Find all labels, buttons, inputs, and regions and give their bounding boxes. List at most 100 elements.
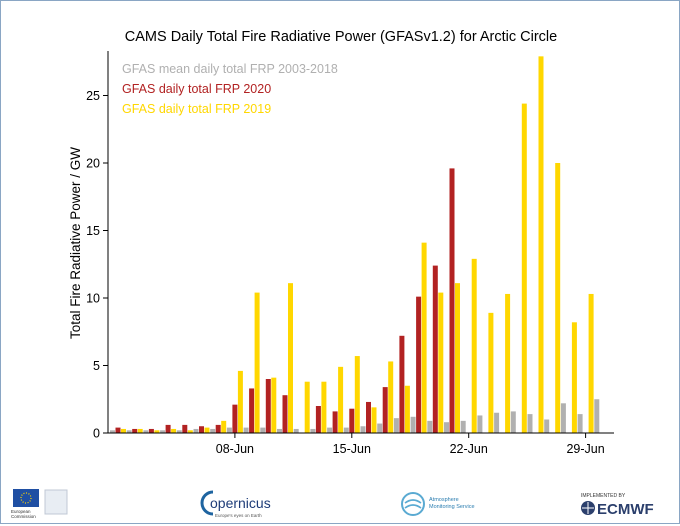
bar-2020-day-5 — [182, 424, 188, 433]
ecmwf-logo: IMPLEMENTED BY ECMWF — [579, 489, 669, 519]
bar-2019-day-28 — [571, 322, 577, 433]
bar-mean-day-10 — [260, 427, 266, 433]
eu-logo-text-1: European — [11, 509, 31, 514]
bar-mean-day-7 — [210, 428, 216, 433]
bar-mean-day-5 — [176, 430, 182, 433]
bar-mean-day-16 — [360, 426, 366, 433]
bar-2019-day-29 — [588, 293, 594, 433]
bar-mean-day-4 — [160, 430, 166, 433]
bar-2019-day-22 — [471, 258, 477, 433]
bar-mean-day-27 — [544, 419, 550, 433]
bar-2020-day-2 — [132, 428, 138, 433]
bar-2020-day-6 — [199, 426, 204, 433]
bar-mean-day-23 — [477, 415, 483, 433]
bar-2019-day-18 — [404, 385, 410, 433]
bar-2019-day-2 — [137, 428, 143, 433]
bar-2019-day-26 — [538, 56, 544, 433]
bar-mean-day-9 — [243, 427, 249, 433]
bar-2019-day-7 — [221, 420, 227, 433]
x-tick-label-22-Jun: 22-Jun — [450, 442, 488, 456]
legend: GFAS mean daily total FRP 2003-2018 GFAS … — [122, 62, 338, 116]
bar-2019-day-21 — [455, 283, 460, 433]
bar-2019-day-19 — [421, 242, 427, 433]
bar-2019-day-17 — [388, 361, 394, 433]
bar-2019-day-5 — [187, 430, 193, 433]
bar-2019-day-27 — [555, 163, 561, 433]
bar-mean-day-1 — [110, 430, 115, 433]
bar-2019-day-3 — [154, 430, 160, 433]
bar-2020-day-16 — [366, 401, 371, 433]
bar-2019-day-1 — [121, 428, 126, 433]
bar-2020-day-10 — [265, 379, 271, 433]
bar-mean-day-8 — [226, 427, 232, 433]
bar-mean-day-17 — [377, 423, 383, 433]
x-tick-label-15-Jun: 15-Jun — [333, 442, 371, 456]
chart-title: CAMS Daily Total Fire Radiative Power (G… — [125, 29, 557, 45]
bar-mean-day-30 — [594, 399, 600, 433]
bar-2020-day-7 — [215, 424, 221, 433]
copernicus-name: opernicus — [210, 495, 271, 511]
bar-2019-day-10 — [271, 377, 277, 433]
legend-entry-2: GFAS daily total FRP 2019 — [122, 102, 271, 116]
bar-mean-day-25 — [510, 411, 516, 433]
bar-mean-day-12 — [293, 428, 299, 433]
bar-2019-day-16 — [371, 407, 377, 433]
x-tick-label-08-Jun: 08-Jun — [216, 442, 254, 456]
bar-mean-day-2 — [126, 430, 132, 433]
axes: 0 5 10 15 20 25 08-Jun 15-Jun 22-Jun 29-Jun — [86, 51, 614, 456]
bar-2019-day-11 — [288, 283, 293, 433]
bar-2020-day-21 — [449, 168, 455, 433]
y-tick-label-5: 5 — [93, 359, 100, 373]
y-tick-label-10: 10 — [86, 292, 100, 306]
bar-mean-day-28 — [560, 403, 566, 433]
bar-2020-day-19 — [416, 296, 422, 433]
ecmwf-implemented-by: IMPLEMENTED BY — [581, 493, 626, 499]
copernicus-logo: opernicus Europe's eyes on Earth — [199, 489, 299, 519]
bar-2019-day-14 — [338, 366, 344, 433]
bar-group — [110, 56, 600, 433]
bar-2019-day-8 — [237, 370, 243, 433]
eu-logo-text-2: Commission — [11, 514, 36, 519]
bar-2020-day-14 — [332, 411, 338, 433]
bar-2019-day-15 — [354, 356, 360, 433]
legend-entry-0: GFAS mean daily total FRP 2003-2018 — [122, 62, 338, 76]
bar-mean-day-14 — [327, 427, 333, 433]
bar-2019-day-4 — [171, 428, 177, 433]
fire-power-bar-chart: CAMS Daily Total Fire Radiative Power (G… — [68, 29, 614, 456]
y-tick-label-0: 0 — [93, 427, 100, 441]
bar-2020-day-4 — [165, 424, 171, 433]
copernicus-tagline: Europe's eyes on Earth — [215, 513, 262, 518]
bar-mean-day-20 — [427, 420, 433, 433]
bar-2020-day-8 — [232, 404, 238, 433]
bar-2020-day-18 — [399, 335, 405, 433]
bar-2020-day-9 — [249, 388, 255, 433]
y-tick-label-25: 25 — [86, 89, 100, 103]
bar-2020-day-3 — [148, 428, 154, 433]
bar-2019-day-6 — [204, 427, 210, 433]
bar-mean-day-26 — [527, 414, 533, 433]
bar-2019-day-24 — [505, 293, 511, 433]
bar-mean-day-19 — [410, 416, 416, 433]
bar-2020-day-17 — [382, 387, 388, 433]
atmosphere-monitoring-logo: Atmosphere Monitoring Service — [399, 489, 499, 519]
bar-2020-day-15 — [349, 408, 355, 433]
bar-2019-day-12 — [304, 381, 310, 433]
eu-commission-logo: European Commission — [11, 489, 71, 519]
bar-2020-day-20 — [432, 265, 438, 433]
x-tick-label-29-Jun: 29-Jun — [566, 442, 604, 456]
bar-mean-day-15 — [343, 427, 349, 433]
bar-2019-day-23 — [488, 312, 494, 433]
bar-mean-day-11 — [277, 428, 282, 433]
legend-entry-1: GFAS daily total FRP 2020 — [122, 82, 271, 96]
bar-mean-day-29 — [577, 414, 583, 433]
y-axis-label: Total Fire Radiative Power / GW — [68, 147, 83, 339]
bar-2020-day-13 — [315, 406, 321, 433]
bar-mean-day-3 — [143, 430, 149, 433]
ams-text-2: Monitoring Service — [429, 504, 475, 510]
ecmwf-name: ECMWF — [597, 501, 654, 518]
y-tick-label-15: 15 — [86, 224, 100, 238]
bar-mean-day-18 — [393, 418, 399, 433]
y-tick-label-20: 20 — [86, 157, 100, 171]
bar-2019-day-25 — [521, 103, 527, 433]
